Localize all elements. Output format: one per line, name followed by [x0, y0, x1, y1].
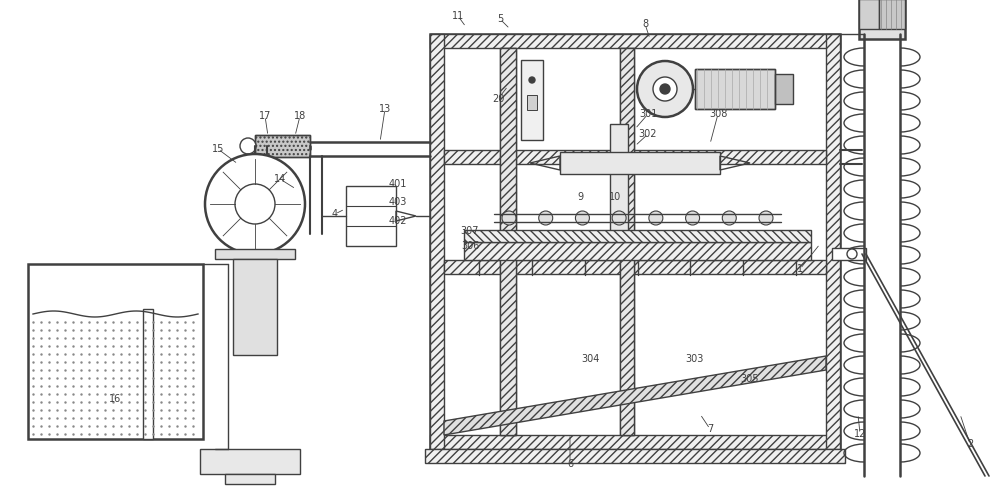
Text: 7: 7	[707, 424, 713, 434]
Circle shape	[575, 211, 589, 225]
Circle shape	[612, 211, 626, 225]
Text: 15: 15	[212, 144, 224, 154]
Text: 402: 402	[389, 216, 407, 226]
Text: 14: 14	[274, 174, 286, 184]
Circle shape	[240, 138, 256, 154]
Text: 306: 306	[461, 241, 479, 251]
Text: 6: 6	[567, 459, 573, 469]
Bar	[527, 95, 537, 110]
Bar	[255, 135, 310, 157]
Bar	[832, 248, 866, 260]
Bar	[430, 34, 840, 449]
Text: 17: 17	[259, 111, 271, 121]
Text: 401: 401	[389, 179, 407, 189]
Text: 18: 18	[294, 111, 306, 121]
Text: 12: 12	[854, 429, 866, 439]
Text: 2: 2	[967, 439, 973, 449]
Bar	[620, 48, 634, 435]
Bar	[610, 124, 628, 234]
Bar	[695, 69, 775, 109]
Text: 16: 16	[109, 394, 121, 404]
Bar	[430, 435, 840, 449]
Circle shape	[502, 211, 516, 225]
Bar	[444, 260, 826, 274]
Text: 307: 307	[461, 226, 479, 236]
Circle shape	[653, 77, 677, 101]
Text: 305: 305	[741, 374, 759, 384]
Text: 302: 302	[639, 129, 657, 139]
Text: 4: 4	[332, 209, 338, 219]
Bar	[225, 474, 275, 484]
Circle shape	[529, 77, 535, 83]
Bar	[695, 69, 775, 109]
Text: 403: 403	[389, 197, 407, 207]
Circle shape	[660, 84, 670, 94]
Bar	[464, 242, 811, 260]
Bar	[346, 186, 396, 246]
Circle shape	[649, 211, 663, 225]
Text: 11: 11	[452, 11, 464, 21]
Circle shape	[847, 249, 857, 259]
Text: 301: 301	[639, 109, 657, 119]
Bar	[444, 150, 826, 164]
Text: 303: 303	[686, 354, 704, 364]
Bar	[620, 48, 634, 435]
Circle shape	[235, 184, 275, 224]
Bar	[28, 264, 203, 439]
Bar	[500, 48, 516, 435]
Bar	[859, 0, 879, 29]
Bar	[879, 0, 905, 29]
Bar	[233, 259, 277, 355]
Bar	[859, 0, 905, 39]
Circle shape	[686, 211, 700, 225]
Bar	[215, 249, 295, 259]
Bar	[826, 34, 840, 449]
Bar	[464, 230, 811, 242]
Bar	[430, 34, 840, 48]
Circle shape	[722, 211, 736, 225]
Bar	[430, 34, 444, 449]
Bar	[560, 152, 720, 174]
Text: 13: 13	[379, 104, 391, 114]
Polygon shape	[444, 356, 826, 435]
Circle shape	[759, 211, 773, 225]
Text: 304: 304	[581, 354, 599, 364]
Text: 308: 308	[709, 109, 727, 119]
Bar	[143, 309, 153, 439]
Text: 5: 5	[497, 14, 503, 24]
Text: 20: 20	[492, 94, 504, 104]
Circle shape	[205, 154, 305, 254]
Bar	[255, 135, 310, 157]
Bar	[200, 449, 300, 474]
Circle shape	[539, 211, 553, 225]
Circle shape	[637, 61, 693, 117]
Bar	[775, 74, 793, 104]
Text: 1: 1	[797, 264, 803, 274]
Bar	[500, 48, 516, 435]
Text: 8: 8	[642, 19, 648, 29]
Bar	[425, 449, 845, 463]
Text: 10: 10	[609, 192, 621, 202]
Text: 9: 9	[577, 192, 583, 202]
Bar	[521, 60, 543, 140]
